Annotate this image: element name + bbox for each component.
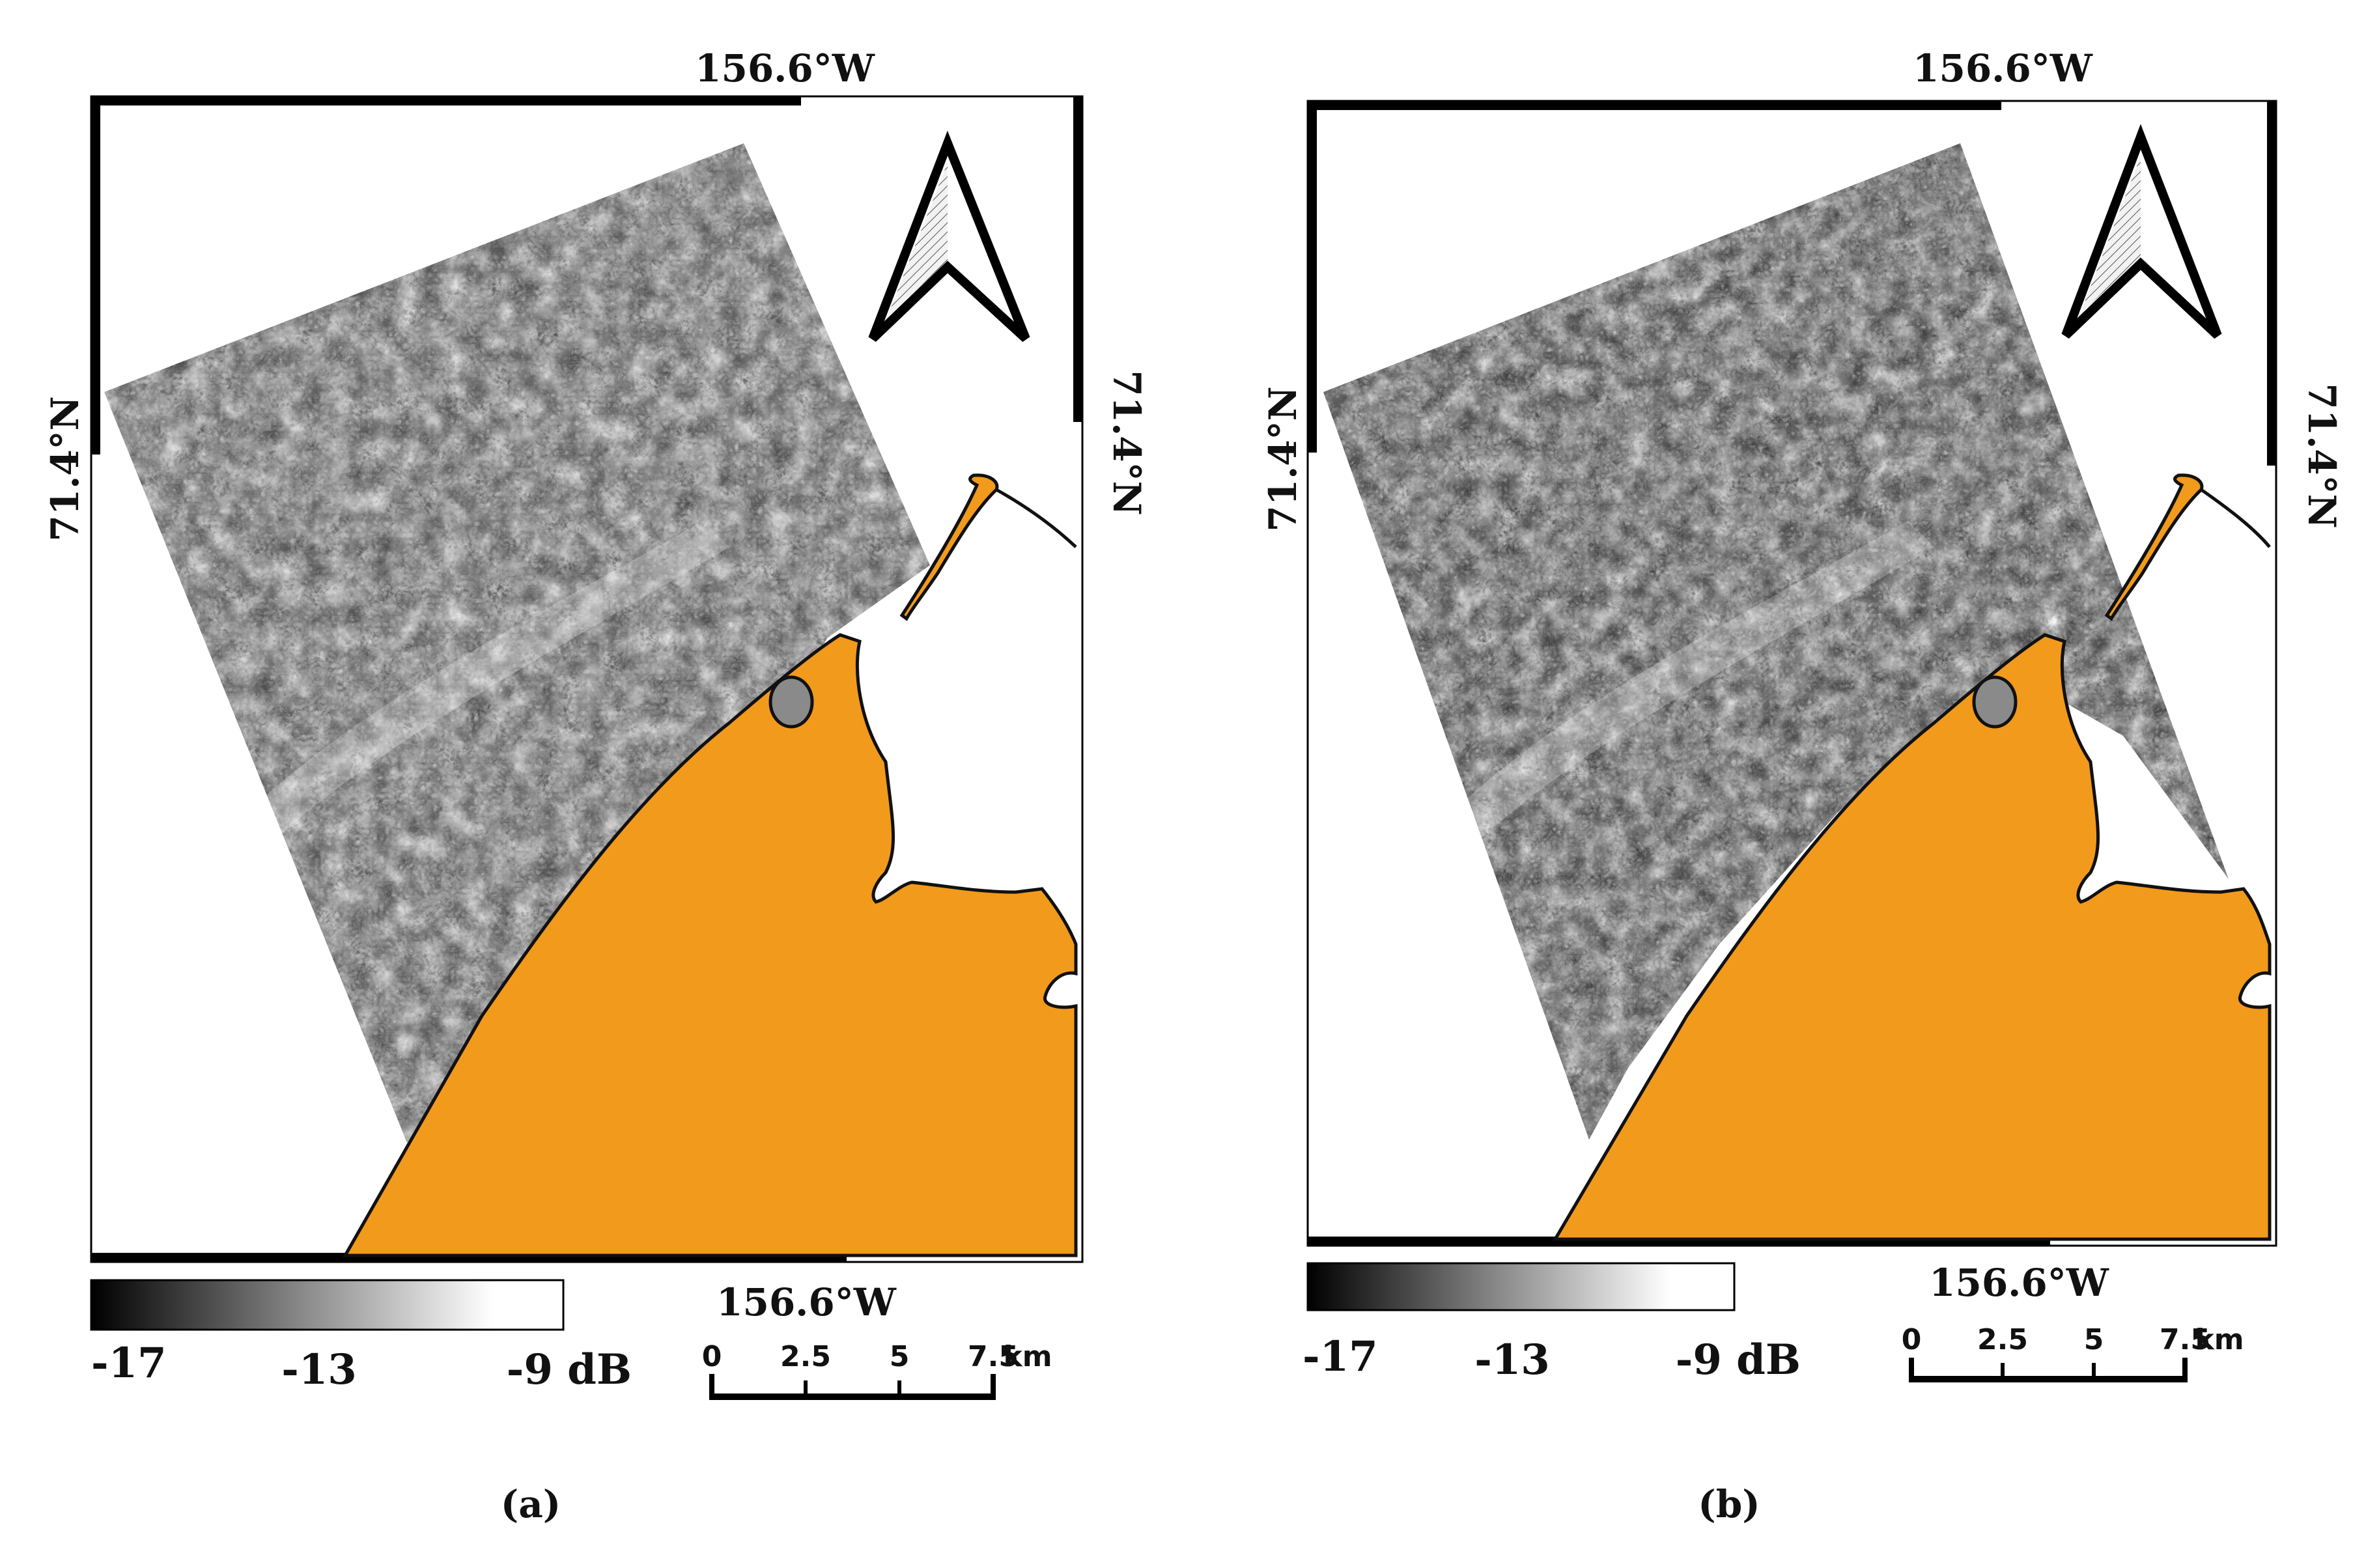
colorbar-mid-label: -13 [1474, 1336, 1550, 1384]
colorbar-gradient [90, 1279, 565, 1331]
colorbar-gradient [1306, 1262, 1736, 1311]
island [768, 675, 814, 729]
scale-tick-3: 7.5 [2160, 1323, 2210, 1356]
scale-tick-0: 0 [1902, 1323, 1922, 1356]
land-mass [1552, 473, 2272, 1241]
colorbar-min-label: -17 [1303, 1332, 1378, 1381]
spit [899, 473, 999, 621]
colorbar-max-label: -9 dB [507, 1345, 632, 1394]
scale-unit: km [2195, 1323, 2244, 1356]
lon-label-bottom: 156.6°W [716, 1280, 897, 1324]
north-arrow-icon [2061, 124, 2222, 339]
lat-label-left: 71.4°N [43, 396, 87, 541]
panel-a: 156.6°W 156.6°W 71.4°N 71.4°N -17 -13 -9… [43, 46, 1149, 1526]
colorbar: -17 -13 -9 dB [1303, 1262, 1801, 1384]
scale-tick-2: 5 [890, 1340, 910, 1373]
scale-tick-0: 0 [702, 1340, 722, 1373]
panel-caption: (a) [501, 1482, 561, 1526]
panel-b: 156.6°W 156.6°W 71.4°N 71.4°N -17 -13 -9… [1261, 46, 2344, 1526]
scale-unit: km [1003, 1340, 1052, 1373]
scale-tick-2: 5 [2084, 1323, 2104, 1356]
scale-tick-1: 2.5 [1977, 1323, 2028, 1356]
land-mass [342, 473, 1078, 1257]
scale-tick-3: 7.5 [968, 1340, 1019, 1373]
lon-label-bottom: 156.6°W [1929, 1261, 2109, 1305]
colorbar-max-label: -9 dB [1676, 1336, 1801, 1384]
lat-label-left: 71.4°N [1261, 386, 1305, 531]
panel-caption: (b) [1698, 1482, 1760, 1526]
scale-tick-1: 2.5 [780, 1340, 831, 1373]
lon-label-top: 156.6°W [1913, 46, 2093, 91]
colorbar-min-label: -17 [91, 1339, 167, 1388]
scale-bar: 0 2.5 5 7.5 km [702, 1340, 1052, 1400]
scale-bar: 0 2.5 5 7.5 km [1902, 1323, 2244, 1382]
island [1972, 675, 2018, 729]
lat-label-right: 71.4°N [2300, 383, 2344, 528]
north-arrow-icon [868, 130, 1030, 343]
colorbar-mid-label: -13 [281, 1345, 357, 1394]
spit [2104, 473, 2204, 621]
lat-label-right: 71.4°N [1105, 370, 1149, 515]
colorbar: -17 -13 -9 dB [90, 1279, 632, 1394]
lon-label-top: 156.6°W [695, 46, 875, 91]
